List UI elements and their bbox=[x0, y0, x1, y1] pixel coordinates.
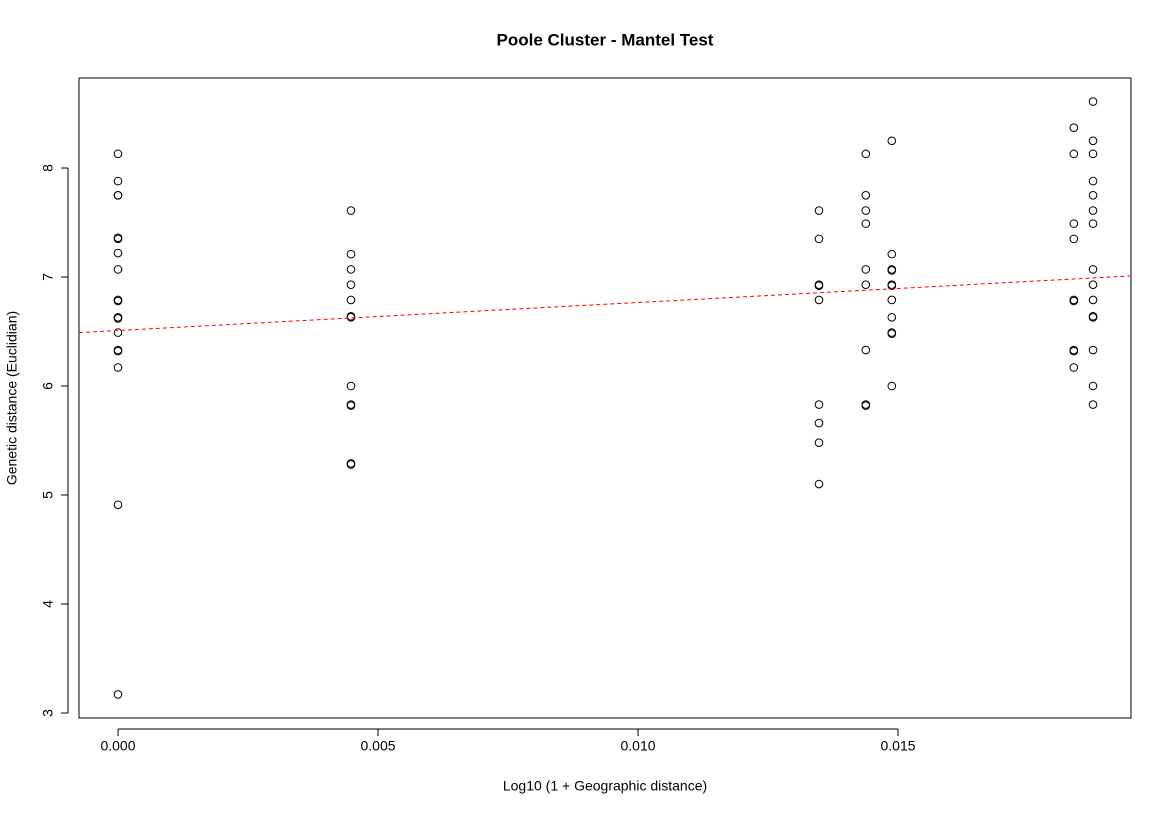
data-point bbox=[814, 418, 824, 428]
data-point bbox=[346, 265, 356, 274]
data-point bbox=[346, 249, 356, 259]
data-point bbox=[113, 176, 123, 186]
data-point bbox=[113, 314, 123, 323]
data-point bbox=[814, 438, 824, 447]
data-point bbox=[1069, 296, 1079, 306]
data-point bbox=[1088, 381, 1098, 391]
data-point bbox=[1069, 234, 1079, 244]
y-tick-label: 8 bbox=[40, 164, 56, 172]
data-point bbox=[113, 248, 123, 258]
data-point bbox=[1088, 176, 1098, 186]
data-point bbox=[887, 266, 897, 275]
data-point bbox=[346, 381, 356, 391]
data-point bbox=[861, 206, 871, 215]
data-point bbox=[346, 295, 356, 305]
data-point bbox=[113, 328, 123, 337]
data-point bbox=[861, 219, 871, 228]
data-point bbox=[887, 381, 897, 391]
x-tick-label: 0.015 bbox=[881, 738, 916, 754]
y-axis-label: Genetic distance (Euclidian) bbox=[4, 311, 20, 485]
data-point bbox=[1088, 345, 1098, 355]
data-point bbox=[1069, 346, 1079, 356]
data-point bbox=[113, 296, 123, 306]
data-point bbox=[1069, 363, 1079, 372]
y-tick-label: 6 bbox=[40, 382, 56, 390]
data-point bbox=[346, 460, 356, 469]
data-point bbox=[113, 500, 123, 510]
data-point bbox=[887, 281, 897, 291]
data-point bbox=[1088, 400, 1098, 409]
data-point bbox=[887, 249, 897, 259]
data-point bbox=[1088, 97, 1098, 106]
data-point bbox=[346, 401, 356, 410]
data-point bbox=[814, 479, 824, 489]
data-point bbox=[814, 400, 824, 409]
data-point bbox=[814, 206, 824, 215]
data-point bbox=[1088, 265, 1098, 274]
data-point bbox=[1069, 149, 1079, 159]
data-point bbox=[113, 190, 123, 200]
regression-line bbox=[78, 275, 1132, 334]
data-point bbox=[1069, 123, 1079, 133]
data-point bbox=[346, 280, 356, 289]
data-point bbox=[1069, 219, 1079, 228]
y-tick-label: 5 bbox=[40, 491, 56, 499]
data-point bbox=[1088, 219, 1098, 228]
data-point bbox=[887, 295, 897, 305]
y-tick-label: 4 bbox=[40, 600, 56, 608]
data-point bbox=[861, 190, 871, 200]
data-point bbox=[113, 346, 123, 356]
data-point bbox=[113, 234, 123, 244]
data-point bbox=[814, 281, 824, 291]
x-tick-label: 0.000 bbox=[100, 738, 135, 754]
data-point bbox=[887, 136, 897, 146]
y-tick-label: 7 bbox=[40, 273, 56, 281]
data-point bbox=[113, 363, 123, 372]
data-point bbox=[113, 149, 123, 159]
data-point bbox=[1088, 280, 1098, 289]
chart-title: Poole Cluster - Mantel Test bbox=[497, 30, 714, 49]
data-point bbox=[1088, 190, 1098, 200]
y-tick-label: 3 bbox=[40, 709, 56, 717]
data-point bbox=[1088, 313, 1098, 322]
data-point bbox=[861, 345, 871, 355]
data-point bbox=[861, 149, 871, 159]
data-point bbox=[346, 206, 356, 215]
data-point bbox=[1088, 136, 1098, 146]
data-point bbox=[887, 329, 897, 338]
data-point bbox=[861, 280, 871, 289]
data-point bbox=[814, 234, 824, 244]
x-axis-label: Log10 (1 + Geographic distance) bbox=[503, 778, 707, 794]
data-point bbox=[1088, 149, 1098, 159]
data-point bbox=[1088, 206, 1098, 215]
data-point bbox=[887, 313, 897, 322]
data-point bbox=[113, 690, 123, 699]
data-point bbox=[1088, 295, 1098, 305]
data-point bbox=[861, 265, 871, 274]
x-tick-label: 0.010 bbox=[620, 738, 655, 754]
data-point bbox=[113, 265, 123, 274]
x-tick-label: 0.005 bbox=[360, 738, 395, 754]
plot-frame bbox=[78, 77, 1132, 719]
data-point bbox=[814, 295, 824, 305]
data-point bbox=[861, 401, 871, 410]
